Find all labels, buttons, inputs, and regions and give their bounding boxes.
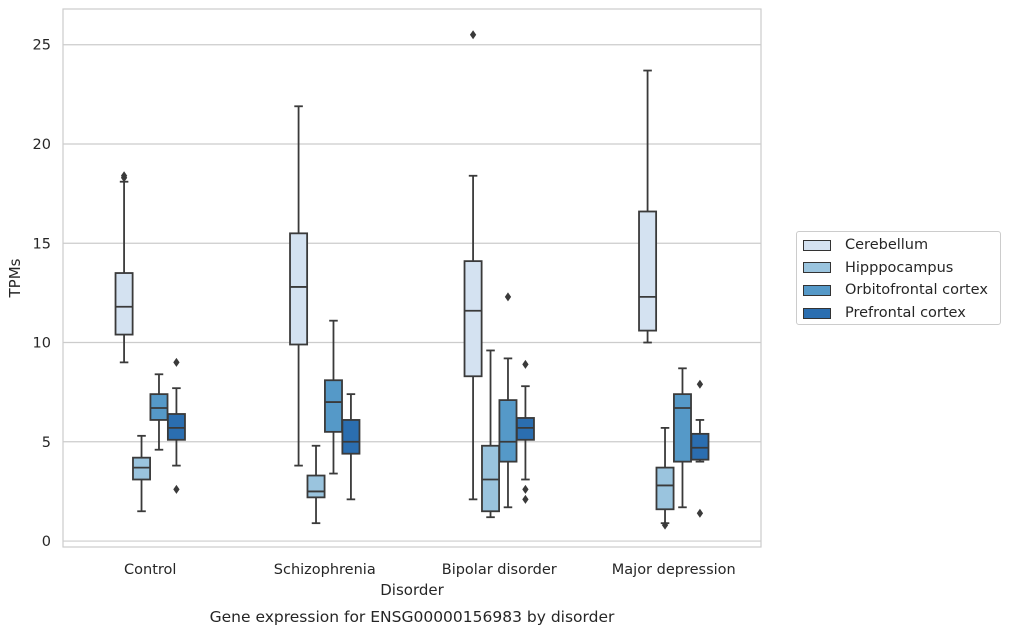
box-hipppocampus [481, 349, 500, 519]
outlier-point [696, 379, 704, 389]
iqr-box [149, 393, 169, 421]
box-orbitofrontal-cortex [673, 367, 692, 509]
x-axis-label: Disorder [380, 581, 444, 599]
outlier-point [173, 484, 180, 494]
box-hipppocampus [306, 444, 326, 525]
iqr-box [166, 413, 186, 441]
legend-swatch [803, 239, 831, 251]
chart-caption: Gene expression for ENSG00000156983 by d… [210, 608, 615, 626]
y-axis-label: TPMs [6, 258, 24, 298]
axis-ticks: 0 5 10 15 20 25 Control Schizophrenia Bipolar di… [33, 38, 736, 578]
y-tick-label: 10 [33, 336, 51, 352]
legend-item: Cerebellum [803, 235, 928, 255]
iqr-box [515, 417, 535, 441]
box-cerebellum [638, 69, 658, 344]
plot-frame [62, 8, 762, 548]
x-tick-label: Schizophrenia [274, 562, 376, 578]
box-cerebellum [289, 105, 309, 467]
gridlines [63, 44, 761, 542]
box-cerebellum [114, 171, 134, 364]
y-tick-label: 15 [33, 236, 51, 252]
iqr-box [690, 432, 710, 461]
legend-swatch [803, 307, 831, 319]
iqr-box [673, 393, 692, 463]
iqr-box [481, 444, 500, 513]
iqr-box [132, 456, 151, 481]
legend-label: Prefrontal cortex [845, 305, 966, 322]
iqr-box [341, 419, 361, 455]
x-tick-label: Major depression [612, 562, 736, 578]
y-tick-label: 20 [33, 137, 51, 153]
y-tick-label: 5 [42, 435, 51, 451]
box-prefrontal-cortex [690, 379, 710, 518]
legend-label: Cerebellum [845, 237, 929, 253]
iqr-box [498, 399, 518, 463]
outlier-point [522, 484, 529, 494]
outlier-point [504, 292, 512, 302]
iqr-box [289, 232, 309, 346]
outlier-point [522, 359, 529, 369]
iqr-box [114, 272, 134, 336]
box-orbitofrontal-cortex [149, 373, 169, 451]
legend-item: Prefrontal cortex [803, 303, 966, 323]
x-tick-label: Control [124, 562, 176, 578]
outlier-point [173, 357, 180, 367]
box-orbitofrontal-cortex [498, 292, 518, 509]
legend: Cerebellum Hipppocampus Orbitofrontal cort… [796, 231, 1001, 325]
box-prefrontal-cortex [341, 393, 361, 501]
iqr-box [306, 474, 326, 499]
box-cerebellum [463, 30, 483, 501]
x-tick-label: Bipolar disorder [442, 562, 557, 578]
outlier-point [120, 171, 128, 181]
box-hipppocampus [132, 434, 151, 513]
legend-item: Hipppocampus [803, 258, 953, 278]
legend-item: Orbitofrontal cortex [803, 280, 988, 300]
box-hipppocampus [655, 426, 675, 530]
box-prefrontal-cortex [515, 359, 535, 504]
y-tick-label: 25 [33, 38, 51, 54]
box-orbitofrontal-cortex [324, 319, 343, 475]
legend-swatch [803, 262, 831, 274]
iqr-box [324, 379, 343, 433]
y-tick-label: 0 [42, 534, 51, 550]
box-prefrontal-cortex [166, 357, 186, 494]
iqr-box [655, 466, 675, 511]
iqr-box [463, 260, 483, 378]
legend-label: Hipppocampus [845, 259, 954, 276]
legend-label: Orbitofrontal cortex [845, 282, 988, 299]
box-series [114, 30, 710, 530]
iqr-box [638, 210, 658, 332]
outlier-point [469, 30, 477, 40]
outlier-point [661, 520, 669, 530]
legend-swatch [803, 284, 831, 296]
outlier-point [696, 508, 704, 518]
outlier-point [522, 494, 529, 504]
